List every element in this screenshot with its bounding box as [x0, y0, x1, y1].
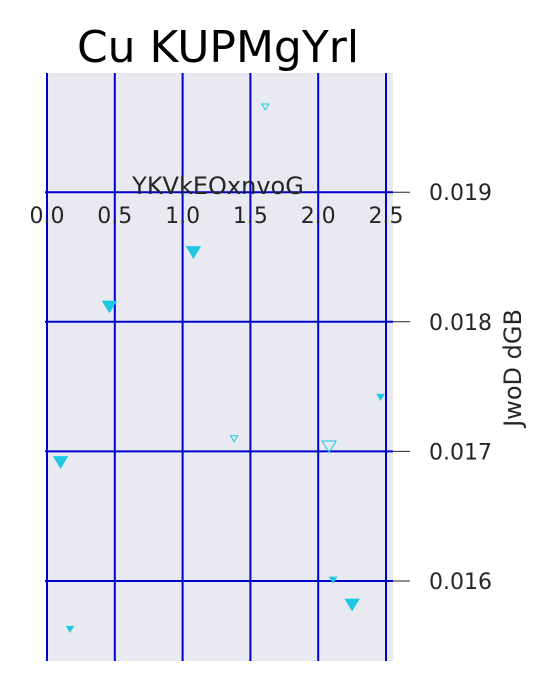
grid-lines	[45, 73, 393, 661]
x-axis-label: YKVkEOxnvoG	[131, 172, 304, 200]
data-point	[344, 598, 360, 612]
x-tick-label: 0.0	[30, 204, 65, 229]
data-point	[101, 300, 118, 314]
data-point	[229, 435, 239, 443]
x-tick-label: 2.5	[369, 204, 404, 229]
data-point	[328, 576, 338, 584]
x-tick-label: 1.5	[233, 204, 268, 229]
data-points	[52, 103, 385, 633]
data-point	[376, 393, 385, 401]
y-tick-label: 0.016	[429, 570, 492, 595]
y-tick-label: 0.018	[429, 311, 492, 336]
x-tick-label: 0.5	[97, 204, 132, 229]
plot-area	[47, 73, 393, 661]
data-point	[185, 246, 202, 259]
data-point	[321, 440, 337, 454]
data-point	[65, 625, 75, 633]
y-axis-label: JwoD dGB	[499, 309, 527, 429]
data-point	[52, 456, 69, 469]
data-point	[260, 103, 270, 111]
chart-title: Cu KUPMgYrl	[77, 22, 359, 73]
x-tick-label: 2.0	[301, 204, 336, 229]
y-tick-label: 0.019	[429, 181, 492, 206]
y-tick-label: 0.017	[429, 440, 492, 465]
x-tick-label: 1.0	[165, 204, 200, 229]
axis-ticks: 0.0 0.5 1.0 1.5 2.0 2.5 0.016 0.017 0.018 0.019	[30, 181, 492, 595]
